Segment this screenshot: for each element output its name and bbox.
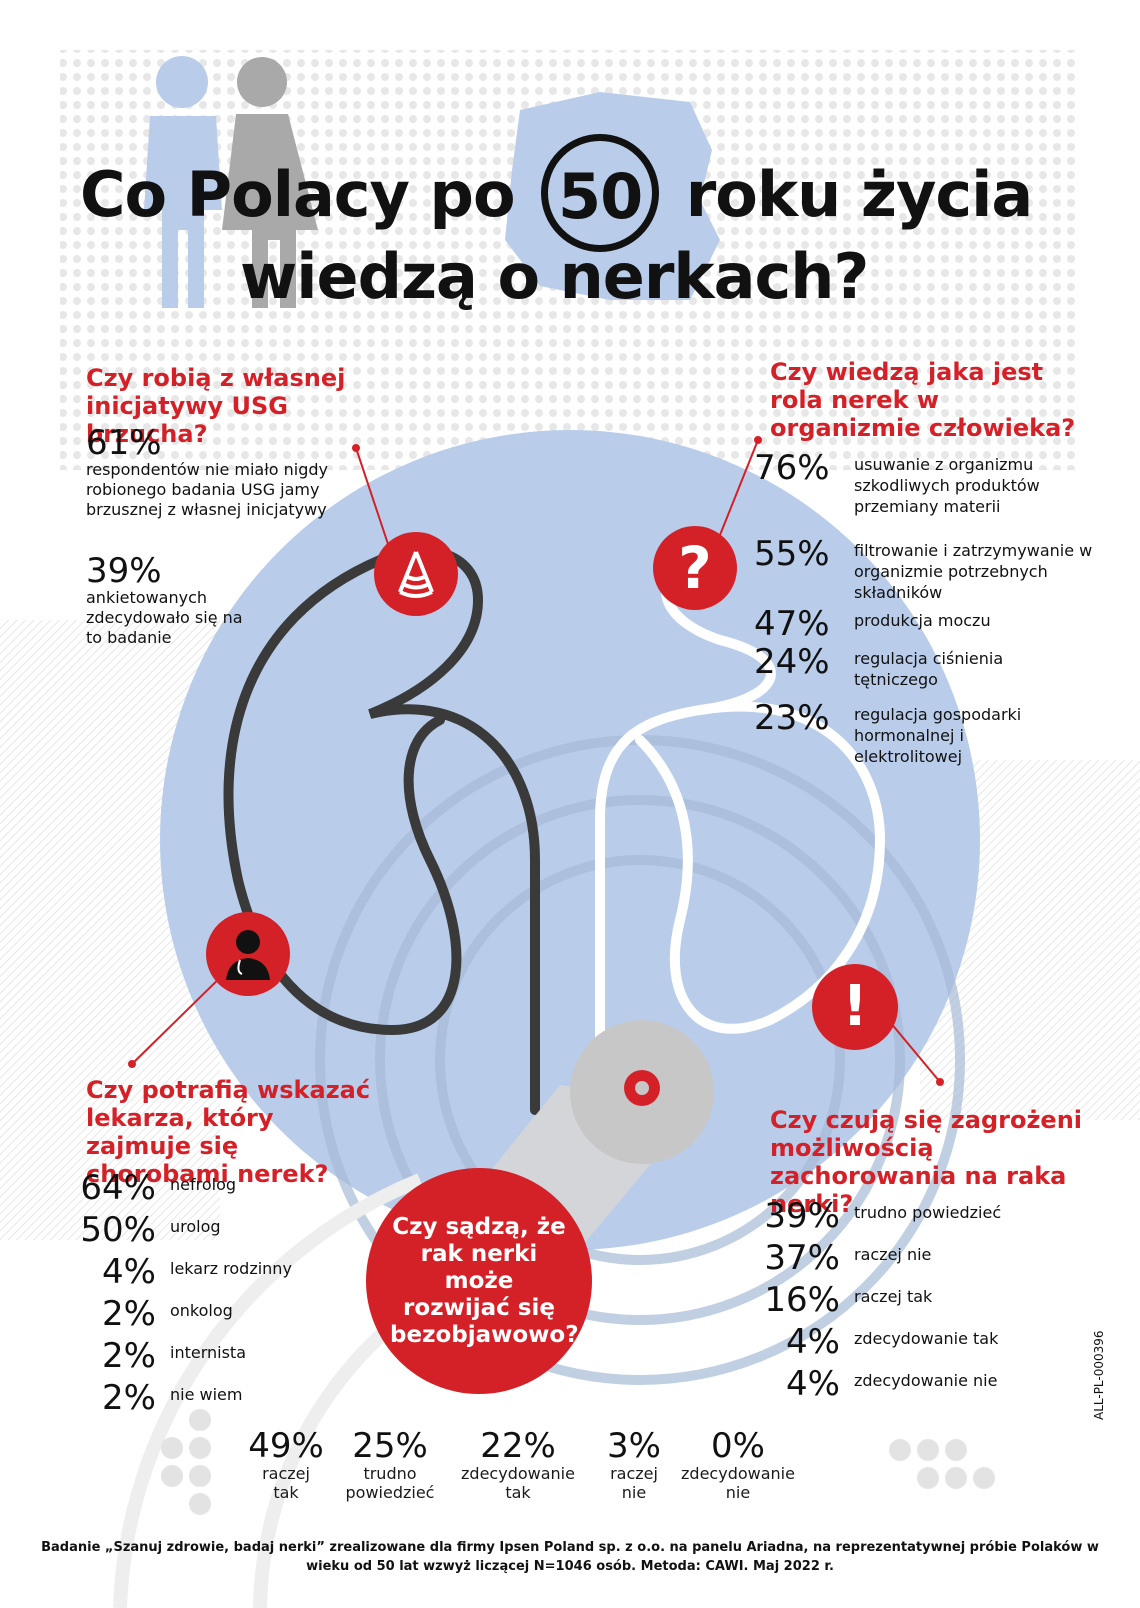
risk-pct-1: 39% bbox=[764, 1196, 840, 1236]
risk-row-3: 16% raczej tak bbox=[754, 1282, 1094, 1324]
role-text-4: regulacja ciśnienia tętniczego bbox=[854, 649, 1004, 689]
risk-pct-5: 4% bbox=[786, 1364, 840, 1404]
asymptomatic-text-4: raczej nie bbox=[610, 1464, 658, 1502]
risk-pct-2: 37% bbox=[764, 1238, 840, 1278]
role-pct-2: 55% bbox=[754, 534, 830, 574]
usg-item-2: 39% ankietowanych zdecydowało się na to … bbox=[86, 554, 246, 648]
asymptomatic-pct-2: 25% bbox=[352, 1426, 428, 1466]
asymptomatic-question: Czy sądzą, że rak nerki może rozwijać si… bbox=[390, 1214, 579, 1348]
dark-kidney-line bbox=[223, 545, 540, 1115]
asymptomatic-text-2: trudno powiedzieć bbox=[345, 1464, 435, 1502]
risk-row-4: 4% zdecydowanie tak bbox=[754, 1324, 1094, 1366]
doctor-row-2: 50% urolog bbox=[74, 1212, 374, 1254]
doctor-icon bbox=[206, 912, 290, 996]
doctor-row-3: 4% lekarz rodzinny bbox=[74, 1254, 374, 1296]
asymptomatic-answer-2: 25% trudno powiedzieć bbox=[330, 1428, 450, 1502]
doctor-text-2: urolog bbox=[170, 1217, 221, 1236]
doctor-row-5: 2% internista bbox=[74, 1338, 374, 1380]
risk-list: 39% trudno powiedzieć 37% raczej nie 16%… bbox=[754, 1198, 1094, 1408]
white-kidney-line bbox=[595, 555, 886, 1085]
doctor-pct-6: 2% bbox=[102, 1378, 156, 1418]
role-list: 76% usuwanie z organizmu szkodliwych pro… bbox=[754, 450, 1114, 767]
background-circle bbox=[160, 430, 980, 1250]
role-row-2: 55% filtrowanie i zatrzymywanie w organi… bbox=[754, 536, 1114, 606]
doctor-list: 64% nefrolog 50% urolog 4% lekarz rodzin… bbox=[74, 1170, 374, 1422]
people-silhouettes bbox=[144, 56, 318, 308]
doctor-text-5: internista bbox=[170, 1343, 246, 1362]
role-row-3: 47% produkcja moczu bbox=[754, 606, 1114, 644]
role-text-2: filtrowanie i zatrzymywanie w organizmie… bbox=[854, 541, 1093, 602]
role-pct-3: 47% bbox=[754, 604, 830, 644]
footer-note: Badanie „Szanuj zdrowie, badaj nerki” zr… bbox=[41, 1540, 1099, 1574]
role-pct-4: 24% bbox=[754, 642, 830, 682]
document-code: ALL-PL-000396 bbox=[1092, 1330, 1106, 1420]
role-text-5: regulacja gospodarki hormonalnej i elekt… bbox=[854, 705, 1022, 766]
usg-pct-1: 61% bbox=[86, 423, 162, 463]
role-row-1: 76% usuwanie z organizmu szkodliwych pro… bbox=[754, 450, 1114, 536]
doctor-pct-5: 2% bbox=[102, 1336, 156, 1376]
asymptomatic-pct-5: 0% bbox=[711, 1426, 765, 1466]
doctor-pct-3: 4% bbox=[102, 1252, 156, 1292]
exclamation-icon: ! bbox=[812, 964, 898, 1050]
title-text-start: Co Polacy po bbox=[80, 158, 516, 232]
asymptomatic-pct-4: 3% bbox=[607, 1426, 661, 1466]
risk-text-3: raczej tak bbox=[854, 1287, 933, 1306]
risk-text-5: zdecydowanie nie bbox=[854, 1371, 998, 1390]
risk-row-5: 4% zdecydowanie nie bbox=[754, 1366, 1094, 1408]
asymptomatic-pct-1: 49% bbox=[248, 1426, 324, 1466]
asymptomatic-answer-3: 22% zdecydowanie tak bbox=[448, 1428, 588, 1502]
role-row-5: 23% regulacja gospodarki hormonalnej i e… bbox=[754, 700, 1114, 767]
asymptomatic-answer-4: 3% raczej nie bbox=[594, 1428, 674, 1502]
asymptomatic-text-1: raczej tak bbox=[262, 1464, 310, 1502]
usg-item-1: 61% respondentów nie miało nigdy robione… bbox=[86, 426, 356, 520]
risk-heading: Czy czują się zagrożeni możliwością zach… bbox=[770, 1106, 1083, 1218]
risk-text-1: trudno powiedzieć bbox=[854, 1203, 1002, 1222]
role-heading: Czy wiedzą jaka jest rola nerek w organi… bbox=[770, 358, 1076, 442]
role-text-1: usuwanie z organizmu szkodliwych produkt… bbox=[854, 455, 1040, 516]
usg-pct-2: 39% bbox=[86, 551, 162, 591]
doctor-text-1: nefrolog bbox=[170, 1175, 237, 1194]
ultrasound-icon bbox=[374, 532, 458, 616]
risk-row-1: 39% trudno powiedzieć bbox=[754, 1198, 1094, 1240]
doctor-text-3: lekarz rodzinny bbox=[170, 1259, 292, 1278]
asymptomatic-text-5: zdecydowanie nie bbox=[681, 1464, 795, 1502]
role-pct-1: 76% bbox=[754, 448, 830, 488]
title-text-end: roku życia bbox=[685, 158, 1033, 232]
risk-pct-3: 16% bbox=[764, 1280, 840, 1320]
doctor-row-4: 2% onkolog bbox=[74, 1296, 374, 1338]
usg-heading: Czy robią z własnej inicjatywy USG brzuc… bbox=[86, 364, 346, 448]
doctor-heading: Czy potrafią wskazać lekarza, który zajm… bbox=[86, 1076, 371, 1188]
doctor-pct-1: 64% bbox=[80, 1168, 156, 1208]
role-text-3: produkcja moczu bbox=[854, 611, 991, 630]
doctor-row-6: 2% nie wiem bbox=[74, 1380, 374, 1422]
doctor-text-4: onkolog bbox=[170, 1301, 233, 1320]
risk-text-2: raczej nie bbox=[854, 1245, 932, 1264]
age-50-badge: 50 bbox=[541, 134, 660, 252]
asymptomatic-pct-3: 22% bbox=[480, 1426, 556, 1466]
role-row-4: 24% regulacja ciśnienia tętniczego bbox=[754, 644, 1114, 700]
role-pct-5: 23% bbox=[754, 698, 830, 738]
doctor-text-6: nie wiem bbox=[170, 1385, 243, 1404]
doctor-pct-4: 2% bbox=[102, 1294, 156, 1334]
usg-text-2: ankietowanych zdecydowało się na to bada… bbox=[86, 588, 243, 647]
risk-pct-4: 4% bbox=[786, 1322, 840, 1362]
question-mark-icon: ? bbox=[653, 526, 737, 610]
asymptomatic-text-3: zdecydowanie tak bbox=[461, 1464, 575, 1502]
page-title-line-2: wiedzą o nerkach? bbox=[240, 240, 869, 313]
risk-row-2: 37% raczej nie bbox=[754, 1240, 1094, 1282]
page-title-line-1: Co Polacy po 50 roku życia bbox=[80, 134, 1033, 258]
usg-text-1: respondentów nie miało nigdy robionego b… bbox=[86, 460, 329, 519]
asymptomatic-answer-5: 0% zdecydowanie nie bbox=[668, 1428, 808, 1502]
doctor-row-1: 64% nefrolog bbox=[74, 1170, 374, 1212]
risk-text-4: zdecydowanie tak bbox=[854, 1329, 999, 1348]
asymptomatic-question-circle: Czy sądzą, że rak nerki może rozwijać si… bbox=[366, 1168, 592, 1394]
asymptomatic-answer-1: 49% raczej tak bbox=[238, 1428, 334, 1502]
doctor-pct-2: 50% bbox=[80, 1210, 156, 1250]
